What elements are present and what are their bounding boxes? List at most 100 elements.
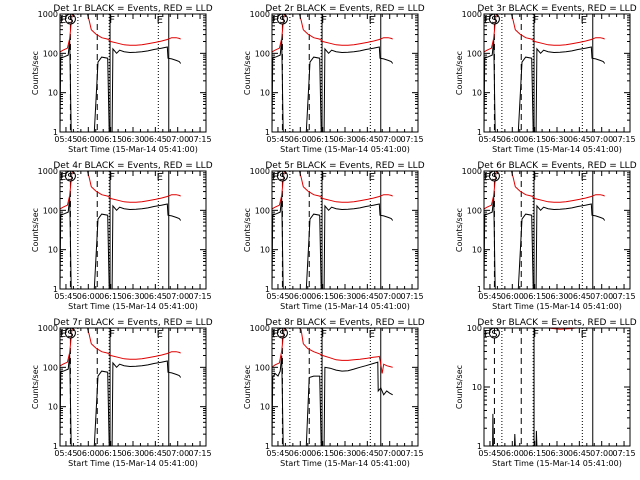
y-tick-label: 10 xyxy=(48,246,58,255)
plot-frame xyxy=(483,327,631,447)
marker-letter-f: F xyxy=(533,15,539,26)
plot-title: Det 6r BLACK = Events, RED = LLD xyxy=(477,161,636,171)
marker-letter-f: F xyxy=(321,172,327,183)
x-axis-label: Start Time (15-Mar-14 05:41:00) xyxy=(280,302,410,311)
y-tick-label: 1 xyxy=(265,128,270,137)
y-axis-label: Counts/sec xyxy=(31,365,40,409)
plot-panel-5: Det 5r BLACK = Events, RED = LLD 1 10 100 10… xyxy=(243,161,425,311)
y-tick-label: 1 xyxy=(53,442,58,451)
x-tick-label: 06:30 xyxy=(121,135,144,144)
x-tick-label: 06:15 xyxy=(99,449,122,458)
x-tick-label: 07:15 xyxy=(613,135,636,144)
y-axis-label: Counts/sec xyxy=(31,51,40,95)
plot-frame xyxy=(271,170,419,290)
plot-frame xyxy=(59,13,207,133)
marker-letter-s: S xyxy=(491,172,497,183)
marker-letter-e: E xyxy=(484,15,490,26)
plot-title: Det 9r BLACK = Events, RED = LLD xyxy=(477,318,636,328)
marker-circle xyxy=(488,327,500,339)
marker-letter-e: E xyxy=(272,15,278,26)
x-axis-label: Start Time (15-Mar-14 05:41:00) xyxy=(280,459,410,468)
marker-letter-s: S xyxy=(279,329,285,340)
x-axis-label: Start Time (15-Mar-14 05:41:00) xyxy=(280,145,410,154)
plot-title: Det 3r BLACK = Events, RED = LLD xyxy=(477,4,636,14)
marker-letter-e: E xyxy=(60,172,66,183)
marker-letter-e: E xyxy=(369,329,375,340)
marker-letter-e: E xyxy=(60,15,66,26)
y-tick-label: 10 xyxy=(260,403,270,412)
marker-letter-e: E xyxy=(484,172,490,183)
marker-letter-s: S xyxy=(279,172,285,183)
y-tick-label: 1 xyxy=(53,285,58,294)
plot-title: Det 4r BLACK = Events, RED = LLD xyxy=(53,161,212,171)
x-tick-label: 06:45 xyxy=(568,292,591,301)
x-tick-label: 06:30 xyxy=(333,292,356,301)
x-tick-label: 07:00 xyxy=(166,135,189,144)
x-tick-label: 07:15 xyxy=(189,449,212,458)
y-tick-label: 100 xyxy=(467,206,482,215)
x-axis-label: Start Time (15-Mar-14 05:41:00) xyxy=(492,459,622,468)
y-tick-label: 1 xyxy=(265,442,270,451)
marker-letter-f: F xyxy=(321,15,327,26)
x-tick-label: 06:45 xyxy=(356,292,379,301)
y-tick-label: 1000 xyxy=(38,10,58,19)
y-tick-label: 1000 xyxy=(462,10,482,19)
series-line-events xyxy=(484,413,605,446)
y-tick-label: 1000 xyxy=(38,324,58,333)
x-tick-label: 07:00 xyxy=(590,135,613,144)
marker-circle xyxy=(64,13,76,25)
x-tick-label: 05:45 xyxy=(54,449,77,458)
marker-letter-f: F xyxy=(109,329,115,340)
marker-letter-f: F xyxy=(321,329,327,340)
marker-circle xyxy=(64,327,76,339)
y-tick-label: 10 xyxy=(472,383,482,392)
marker-letter-e: E xyxy=(157,172,163,183)
x-tick-label: 07:00 xyxy=(378,449,401,458)
plot-panel-7: Det 7r BLACK = Events, RED = LLD 1 10 100 10… xyxy=(31,318,213,468)
y-tick-label: 1000 xyxy=(250,324,270,333)
x-tick-label: 06:30 xyxy=(545,449,568,458)
series-line-events xyxy=(60,39,182,132)
marker-circle xyxy=(276,327,288,339)
marker-letter-e: E xyxy=(157,15,163,26)
plot-frame xyxy=(483,13,631,133)
y-axis-label: Counts/sec xyxy=(243,51,252,95)
plot-frame xyxy=(483,170,631,290)
series-line-events xyxy=(484,39,606,132)
plot-frame xyxy=(271,327,419,447)
y-tick-label: 1 xyxy=(53,128,58,137)
marker-circle xyxy=(276,170,288,182)
y-tick-label: 1 xyxy=(265,285,270,294)
series-line-events xyxy=(484,196,606,289)
series-line-lld xyxy=(484,171,605,210)
marker-letter-s: S xyxy=(491,329,497,340)
y-tick-label: 1 xyxy=(477,128,482,137)
plot-title: Det 2r BLACK = Events, RED = LLD xyxy=(265,4,424,14)
marker-circle xyxy=(488,170,500,182)
y-tick-label: 1000 xyxy=(250,10,270,19)
marker-letter-e: E xyxy=(157,329,163,340)
plot-panel-9: Det 9r BLACK = Events, RED = LLD 1 10 100 05… xyxy=(455,318,637,468)
x-tick-label: 06:15 xyxy=(523,449,546,458)
series-line-lld xyxy=(60,14,181,53)
marker-letter-f: F xyxy=(533,172,539,183)
x-tick-label: 07:15 xyxy=(401,292,424,301)
x-tick-label: 06:15 xyxy=(523,292,546,301)
x-tick-label: 06:00 xyxy=(77,292,100,301)
plot-title: Det 8r BLACK = Events, RED = LLD xyxy=(265,318,424,328)
x-tick-label: 07:00 xyxy=(590,292,613,301)
y-tick-label: 100 xyxy=(43,49,58,58)
x-tick-label: 06:30 xyxy=(545,135,568,144)
x-tick-label: 06:15 xyxy=(311,449,334,458)
plot-title: Det 5r BLACK = Events, RED = LLD xyxy=(265,161,424,171)
series-line-lld xyxy=(272,328,393,374)
x-tick-label: 07:15 xyxy=(613,449,636,458)
y-axis-label: Counts/sec xyxy=(455,51,464,95)
x-tick-label: 06:30 xyxy=(121,449,144,458)
y-tick-label: 1 xyxy=(477,442,482,451)
marker-circle xyxy=(276,13,288,25)
x-tick-label: 06:00 xyxy=(289,292,312,301)
plot-panel-8: Det 8r BLACK = Events, RED = LLD 1 10 100 10… xyxy=(243,318,425,468)
marker-letter-e: E xyxy=(581,329,587,340)
x-axis-label: Start Time (15-Mar-14 05:41:00) xyxy=(492,302,622,311)
